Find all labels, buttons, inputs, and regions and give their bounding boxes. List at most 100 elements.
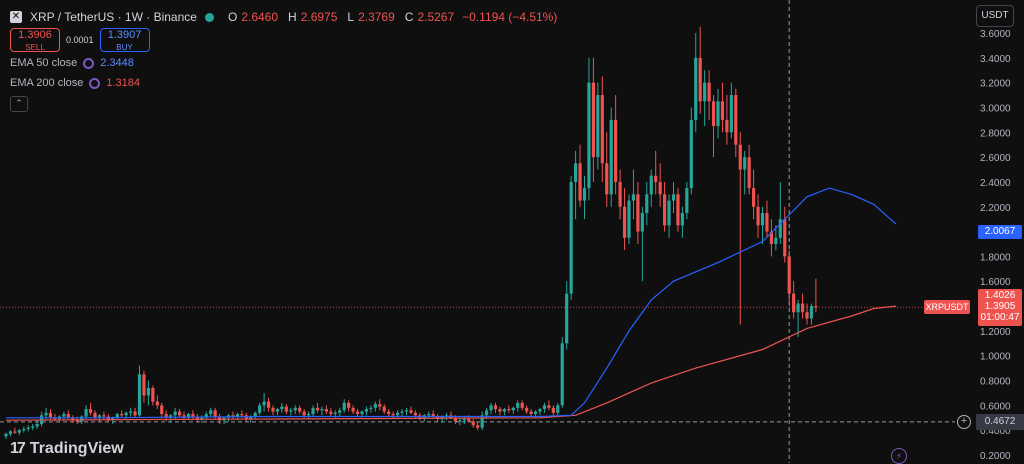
candle-body [787,256,791,294]
candle-body [649,175,653,195]
y-tick-label: 0.8000 [980,377,1011,388]
candle-body [48,412,53,418]
indicator-value: 1.3184 [106,77,141,89]
candle-body [520,402,524,408]
candle-body [734,95,738,145]
candle-body [347,402,351,408]
candle-body [120,414,124,416]
candle-body [600,95,604,164]
candle-body [743,157,747,170]
candle-body [413,412,417,416]
candle-body [689,119,693,189]
candle-body [756,206,760,226]
ema-settings-icon[interactable] [83,57,95,69]
candle-body [605,163,609,195]
candle-body [382,406,386,412]
candle-body [458,420,462,422]
candle-body [307,414,311,416]
symbol-title[interactable]: XRP / TetherUS · 1W · Binance [30,10,197,24]
open-value: 2.6460 [241,10,279,24]
candle-body [102,415,106,417]
candle-body [396,412,400,416]
candle-body [725,119,729,133]
collapse-icon[interactable]: ⌃ [10,96,28,112]
candle-body [133,411,137,416]
candle-body [453,417,458,422]
y-tick-label: 1.2000 [980,327,1011,338]
candle-body [587,82,591,189]
candle-body [614,119,618,182]
candle-body [538,409,542,412]
candle-body [533,411,538,415]
candle-body [391,414,395,416]
candle-body [293,407,297,411]
y-tick-label: 1.0000 [980,352,1011,363]
candle-body [26,427,30,429]
candle-body [467,419,471,422]
candle-body [502,409,506,412]
candle-body [258,405,262,413]
candle-body [329,411,333,415]
sell-button[interactable]: 1.3906 SELL [10,28,60,52]
y-tick-label: 2.4000 [980,178,1011,189]
candle-body [13,431,17,433]
y-tick-label: 1.6000 [980,277,1011,288]
y-tick-label: 3.0000 [980,103,1011,114]
indicator-ema50[interactable]: EMA 50 close 2.3448 [10,54,557,72]
candle-body [200,417,204,420]
last-price-value: 1.4026 [984,290,1016,301]
candle-body [262,401,266,406]
symbol-header: ✕ XRP / TetherUS · 1W · Binance O 2.6460 … [10,8,557,26]
candle-body [115,414,119,418]
candle-body [556,405,560,413]
candle-body [71,417,75,421]
candle-body [796,303,800,313]
candle-body [400,411,404,413]
y-tick-label: 2.6000 [980,153,1011,164]
candle-body [364,409,369,412]
ema-settings-icon[interactable] [89,77,101,89]
candle-body [333,412,337,415]
sell-label: SELL [25,43,45,52]
candle-body [35,423,39,427]
candle-body [783,219,787,257]
candle-body [489,405,493,411]
candle-body [169,415,173,418]
indicator-ema200[interactable]: EMA 200 close 1.3184 [10,74,557,92]
currency-selector[interactable]: USDT [976,5,1014,27]
tradingview-logo[interactable]: 17 TradingView [10,440,124,458]
candle-body [814,306,818,308]
low-value: 2.3769 [358,10,395,24]
candle-body [338,410,342,413]
candle-body [792,293,796,313]
candle-body [240,414,244,416]
candle-body [636,194,640,232]
high-value: 2.6975 [300,10,338,24]
candle-body [231,415,235,417]
y-tick-label: 0.6000 [980,401,1011,412]
candle-body [729,95,733,133]
candle-body [716,101,720,127]
candle-body [809,306,814,319]
crosshair-price-tag: 0.4672 [976,414,1024,430]
bolt-icon[interactable]: ⚡ [891,448,907,464]
candle-body [431,414,435,417]
candle-body [342,402,346,411]
candle-body [703,82,707,102]
candle-body [551,407,555,413]
candle-body [560,343,564,406]
candle-body [485,410,489,416]
plus-icon[interactable]: + [957,415,971,429]
candle-body [667,200,671,226]
candle-body [253,412,257,417]
candle-body [800,303,805,313]
candle-body [671,194,676,201]
candle-body [311,407,315,415]
buy-button[interactable]: 1.3907 BUY [99,28,150,52]
candle-body [694,57,698,120]
candle-body [320,409,324,411]
symbol-icon[interactable]: ✕ [10,11,22,23]
candle-body [663,194,667,226]
candle-body [266,401,271,408]
